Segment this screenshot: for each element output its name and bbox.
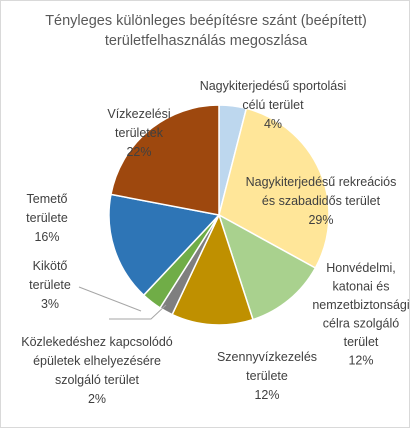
slice-label: Nagykiterjedésű sportolási célú terület 4% <box>200 79 347 131</box>
slice-label: Nagykiterjedésű rekreációs és szabadidős … <box>246 175 397 227</box>
slice-label: Közlekedéshez kapcsolódó épületek elhelye… <box>21 335 173 406</box>
slice-label-line: 12% <box>254 388 279 402</box>
slice-label-line: szolgáló terület <box>55 373 140 387</box>
slice-label-line: terület <box>344 335 379 349</box>
slice-label-line: nemzetbiztonsági <box>312 298 409 312</box>
slice-label-line: célra szolgáló <box>323 317 399 331</box>
slice-label: Temető területe 16% <box>26 192 68 244</box>
chart-title: Tényleges különleges beépítésre szánt (b… <box>45 13 367 49</box>
slice-label-line: Honvédelmi, <box>326 261 395 275</box>
slice-label-line: Kikötő <box>33 259 68 273</box>
pie-slice <box>218 107 330 270</box>
slice-label-line: Nagykiterjedésű rekreációs <box>246 175 397 189</box>
slice-label-line: területe <box>246 369 288 383</box>
pie-slice <box>171 212 254 326</box>
slice-label-line: 12% <box>348 354 373 368</box>
slice-label-line: területe <box>29 278 71 292</box>
slice-label: Honvédelmi, katonai és nemzetbiztonsági cél… <box>312 261 409 368</box>
slice-label-line: Szennyvízkezelés <box>217 350 317 364</box>
slice-label-line: és szabadidős terület <box>262 194 381 208</box>
slice-label-line: célú terület <box>242 98 304 112</box>
slice-labels: Nagykiterjedésű sportolási célú terület 4%… <box>21 79 409 406</box>
slice-label-line: 16% <box>34 230 59 244</box>
slice-label-line: területek <box>115 126 164 140</box>
slice-label-line: 22% <box>126 145 151 159</box>
pie-slice <box>110 104 220 216</box>
pie-slice <box>217 213 317 321</box>
leader-line <box>78 286 142 312</box>
slice-label-line: Vízkezelési <box>107 107 170 121</box>
slice-label-line: épületek elhelyezésére <box>33 354 161 368</box>
chart-title-line: területfelhasználás megoszlása <box>105 33 308 49</box>
slice-label: Szennyvízkezelés területe 12% <box>217 350 317 402</box>
leader-line <box>109 304 167 320</box>
slice-label-line: Nagykiterjedésű sportolási <box>200 79 347 93</box>
slice-label-line: 2% <box>88 392 106 406</box>
slice-label-line: Temető <box>27 192 68 206</box>
slice-label-line: katonai és <box>333 280 390 294</box>
slice-label-line: Közlekedéshez kapcsolódó <box>21 335 173 349</box>
slice-label: Kikötő területe 3% <box>29 259 71 311</box>
slice-label-line: 29% <box>308 213 333 227</box>
slice-label-line: 3% <box>41 297 59 311</box>
slice-label-line: 4% <box>264 117 282 131</box>
pie-slices <box>108 104 330 326</box>
leader-lines <box>78 286 167 320</box>
slice-label-line: területe <box>26 211 68 225</box>
slice-label: Vízkezelési területek 22% <box>107 107 170 159</box>
pie-slice <box>108 193 221 297</box>
chart-title-line: Tényleges különleges beépítésre szánt (b… <box>45 13 367 29</box>
